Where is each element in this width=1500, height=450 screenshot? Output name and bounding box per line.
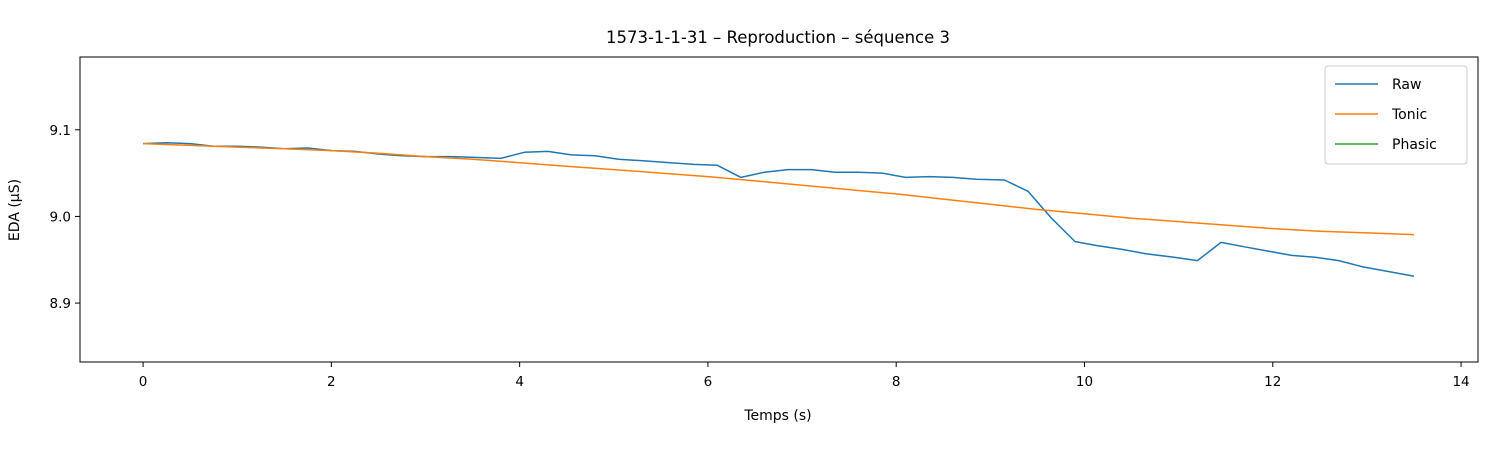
y-tick-label: 9.0 xyxy=(50,209,71,225)
legend: Raw Tonic Phasic xyxy=(1324,65,1468,165)
x-tick-label: 2 xyxy=(327,374,336,390)
legend-label-tonic: Tonic xyxy=(1391,107,1427,123)
x-tick-label: 14 xyxy=(1452,374,1469,390)
series-line-tonic xyxy=(143,142,1415,236)
x-axis-label: Temps (s) xyxy=(743,408,811,424)
plot-frame xyxy=(79,56,1479,363)
legend-label-phasic: Phasic xyxy=(1392,137,1437,153)
x-tick-label: 12 xyxy=(1264,374,1281,390)
series-line-raw xyxy=(143,142,1415,277)
y-tick-label: 8.9 xyxy=(50,296,71,312)
legend-box xyxy=(1324,65,1468,165)
chart-title: 1573-1-1-31 – Reproduction – séquence 3 xyxy=(606,28,950,47)
plot-area: 0 2 4 6 8 10 12 14 8.9 9.0 9.1 xyxy=(50,56,1479,390)
legend-label-raw: Raw xyxy=(1392,77,1421,93)
x-tick-label: 10 xyxy=(1076,374,1093,390)
x-tick-label: 4 xyxy=(515,374,524,390)
x-tick-label: 0 xyxy=(139,374,148,390)
y-tick-label: 9.1 xyxy=(50,123,71,139)
x-tick-label: 8 xyxy=(892,374,901,390)
x-tick-label: 6 xyxy=(704,374,713,390)
y-axis-label: EDA (µS) xyxy=(7,179,23,241)
